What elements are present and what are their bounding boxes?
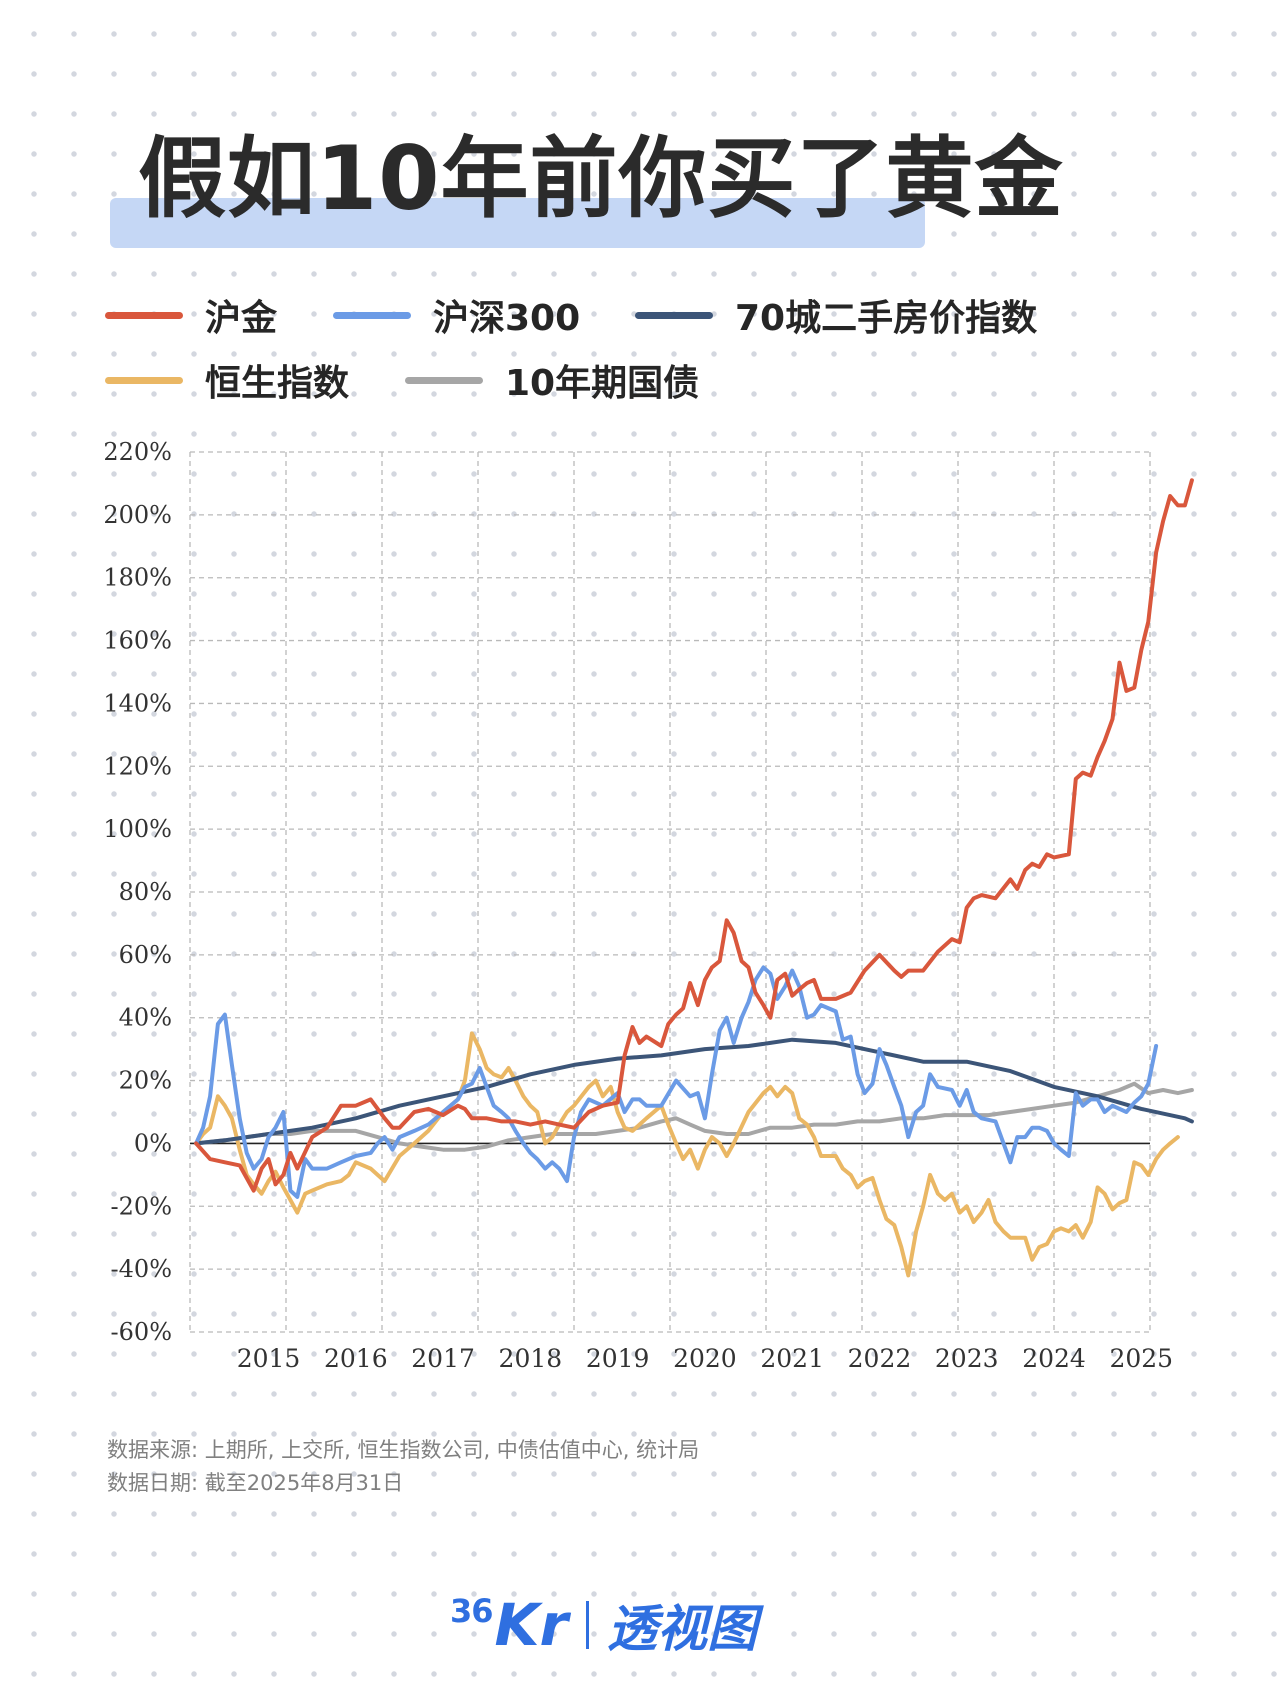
series-line-bond <box>194 1081 1194 1152</box>
x-tick-label: 2019 <box>586 1344 650 1373</box>
legend-swatch-gold <box>105 311 183 319</box>
data-source-note: 数据来源: 上期所, 上交所, 恒生指数公司, 中债估值中心, 统计局 <box>107 1438 700 1462</box>
brand-logo: 36 Kr 透视图 <box>450 1585 850 1665</box>
legend-swatch-bond <box>405 376 483 384</box>
logo-36-mark: 36 <box>450 1592 494 1630</box>
logo-product-name: 透视图 <box>607 1600 758 1658</box>
title-highlight-bar <box>110 198 925 248</box>
x-tick-label: 2015 <box>237 1344 301 1373</box>
line-chart: 220% 200% 180% 160% 140% 120% 100% 80% 60% 40% 20%… <box>103 438 1194 1373</box>
y-tick-label: 180% <box>103 564 172 592</box>
series-line-housing <box>194 1037 1194 1146</box>
logo-kr-mark: Kr <box>494 1591 569 1659</box>
x-tick-label: 2021 <box>760 1344 824 1373</box>
legend-item-gold: 沪金 <box>105 290 277 340</box>
x-tick-label: 2017 <box>411 1344 475 1373</box>
x-tick-label: 2016 <box>324 1344 388 1373</box>
legend-label-bond: 10年期国债 <box>505 363 700 404</box>
x-tick-label: 2018 <box>499 1344 563 1373</box>
y-tick-label: -40% <box>111 1255 172 1283</box>
title-block: 假如10年前你买了黄金 <box>100 118 1062 258</box>
y-tick-label: -20% <box>111 1192 172 1220</box>
legend-item-bond: 10年期国债 <box>405 355 699 405</box>
y-tick-label: 40% <box>119 1004 172 1032</box>
x-tick-label: 2024 <box>1022 1344 1086 1373</box>
legend-item-hsi: 恒生指数 <box>105 355 349 405</box>
series-line-csi300 <box>194 965 1159 1199</box>
y-axis-labels: 220% 200% 180% 160% 140% 120% 100% 80% 60% 40% 20%… <box>103 438 172 1346</box>
legend-label-gold: 沪金 <box>205 298 278 339</box>
y-tick-label: 0% <box>134 1129 172 1157</box>
series-lines <box>194 478 1194 1278</box>
legend-item-housing: 70城二手房价指数 <box>635 290 1037 340</box>
y-tick-label: 120% <box>103 752 172 780</box>
y-tick-label: -60% <box>111 1318 172 1346</box>
legend-swatch-housing <box>635 311 713 319</box>
y-tick-label: 220% <box>103 438 172 466</box>
y-tick-label: 140% <box>103 689 172 717</box>
legend-label-csi300: 沪深300 <box>433 298 581 339</box>
legend-label-hsi: 恒生指数 <box>205 363 350 404</box>
legend-swatch-hsi <box>105 376 183 384</box>
grid-horizontal <box>190 451 1150 1333</box>
series-line-hsi <box>194 1031 1180 1278</box>
legend-item-csi300: 沪深300 <box>333 290 580 340</box>
y-tick-label: 100% <box>103 815 172 843</box>
y-tick-label: 60% <box>119 941 172 969</box>
y-tick-label: 80% <box>119 878 172 906</box>
data-date-note: 数据日期: 截至2025年8月31日 <box>107 1471 404 1495</box>
legend-swatch-csi300 <box>333 311 411 319</box>
x-axis-labels: 2015 2016 2017 2018 2019 2020 2021 2022 2023 2024… <box>237 1344 1173 1373</box>
x-tick-label: 2023 <box>935 1344 999 1373</box>
y-tick-label: 200% <box>103 501 172 529</box>
logo-divider <box>586 1601 590 1649</box>
series-line-gold <box>194 478 1194 1193</box>
y-tick-label: 20% <box>119 1067 172 1095</box>
y-tick-label: 160% <box>103 627 172 655</box>
page-title: 假如10年前你买了黄金 <box>138 127 1064 230</box>
x-tick-label: 2025 <box>1109 1344 1173 1373</box>
x-tick-label: 2022 <box>848 1344 912 1373</box>
x-tick-label: 2020 <box>673 1344 737 1373</box>
legend-label-housing: 70城二手房价指数 <box>735 298 1038 339</box>
